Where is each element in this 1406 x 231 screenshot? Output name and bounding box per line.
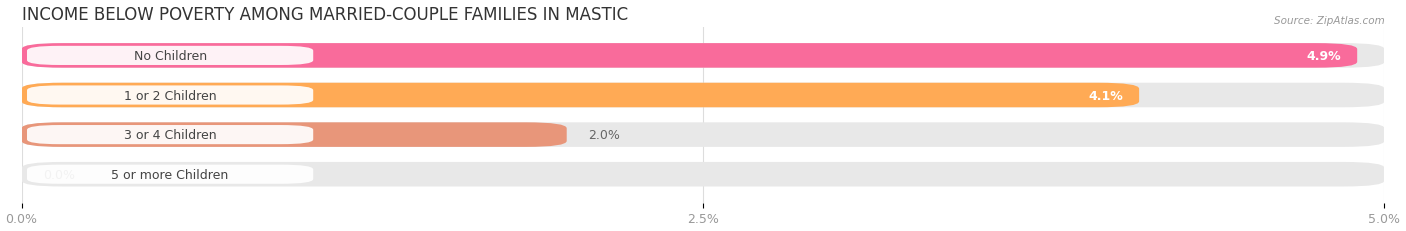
Text: No Children: No Children <box>134 50 207 63</box>
Text: Source: ZipAtlas.com: Source: ZipAtlas.com <box>1274 16 1385 26</box>
FancyBboxPatch shape <box>21 162 1385 187</box>
Text: INCOME BELOW POVERTY AMONG MARRIED-COUPLE FAMILIES IN MASTIC: INCOME BELOW POVERTY AMONG MARRIED-COUPL… <box>21 6 627 24</box>
Text: 4.1%: 4.1% <box>1088 89 1123 102</box>
Text: 3 or 4 Children: 3 or 4 Children <box>124 128 217 142</box>
FancyBboxPatch shape <box>21 83 1385 108</box>
FancyBboxPatch shape <box>27 165 314 184</box>
Text: 0.0%: 0.0% <box>44 168 76 181</box>
FancyBboxPatch shape <box>27 125 314 145</box>
FancyBboxPatch shape <box>21 44 1385 68</box>
FancyBboxPatch shape <box>21 44 1357 68</box>
Text: 4.9%: 4.9% <box>1306 50 1341 63</box>
FancyBboxPatch shape <box>27 47 314 66</box>
FancyBboxPatch shape <box>21 83 1139 108</box>
FancyBboxPatch shape <box>21 123 1385 147</box>
Text: 2.0%: 2.0% <box>589 128 620 142</box>
FancyBboxPatch shape <box>27 86 314 105</box>
Text: 1 or 2 Children: 1 or 2 Children <box>124 89 217 102</box>
FancyBboxPatch shape <box>21 123 567 147</box>
Text: 5 or more Children: 5 or more Children <box>111 168 229 181</box>
